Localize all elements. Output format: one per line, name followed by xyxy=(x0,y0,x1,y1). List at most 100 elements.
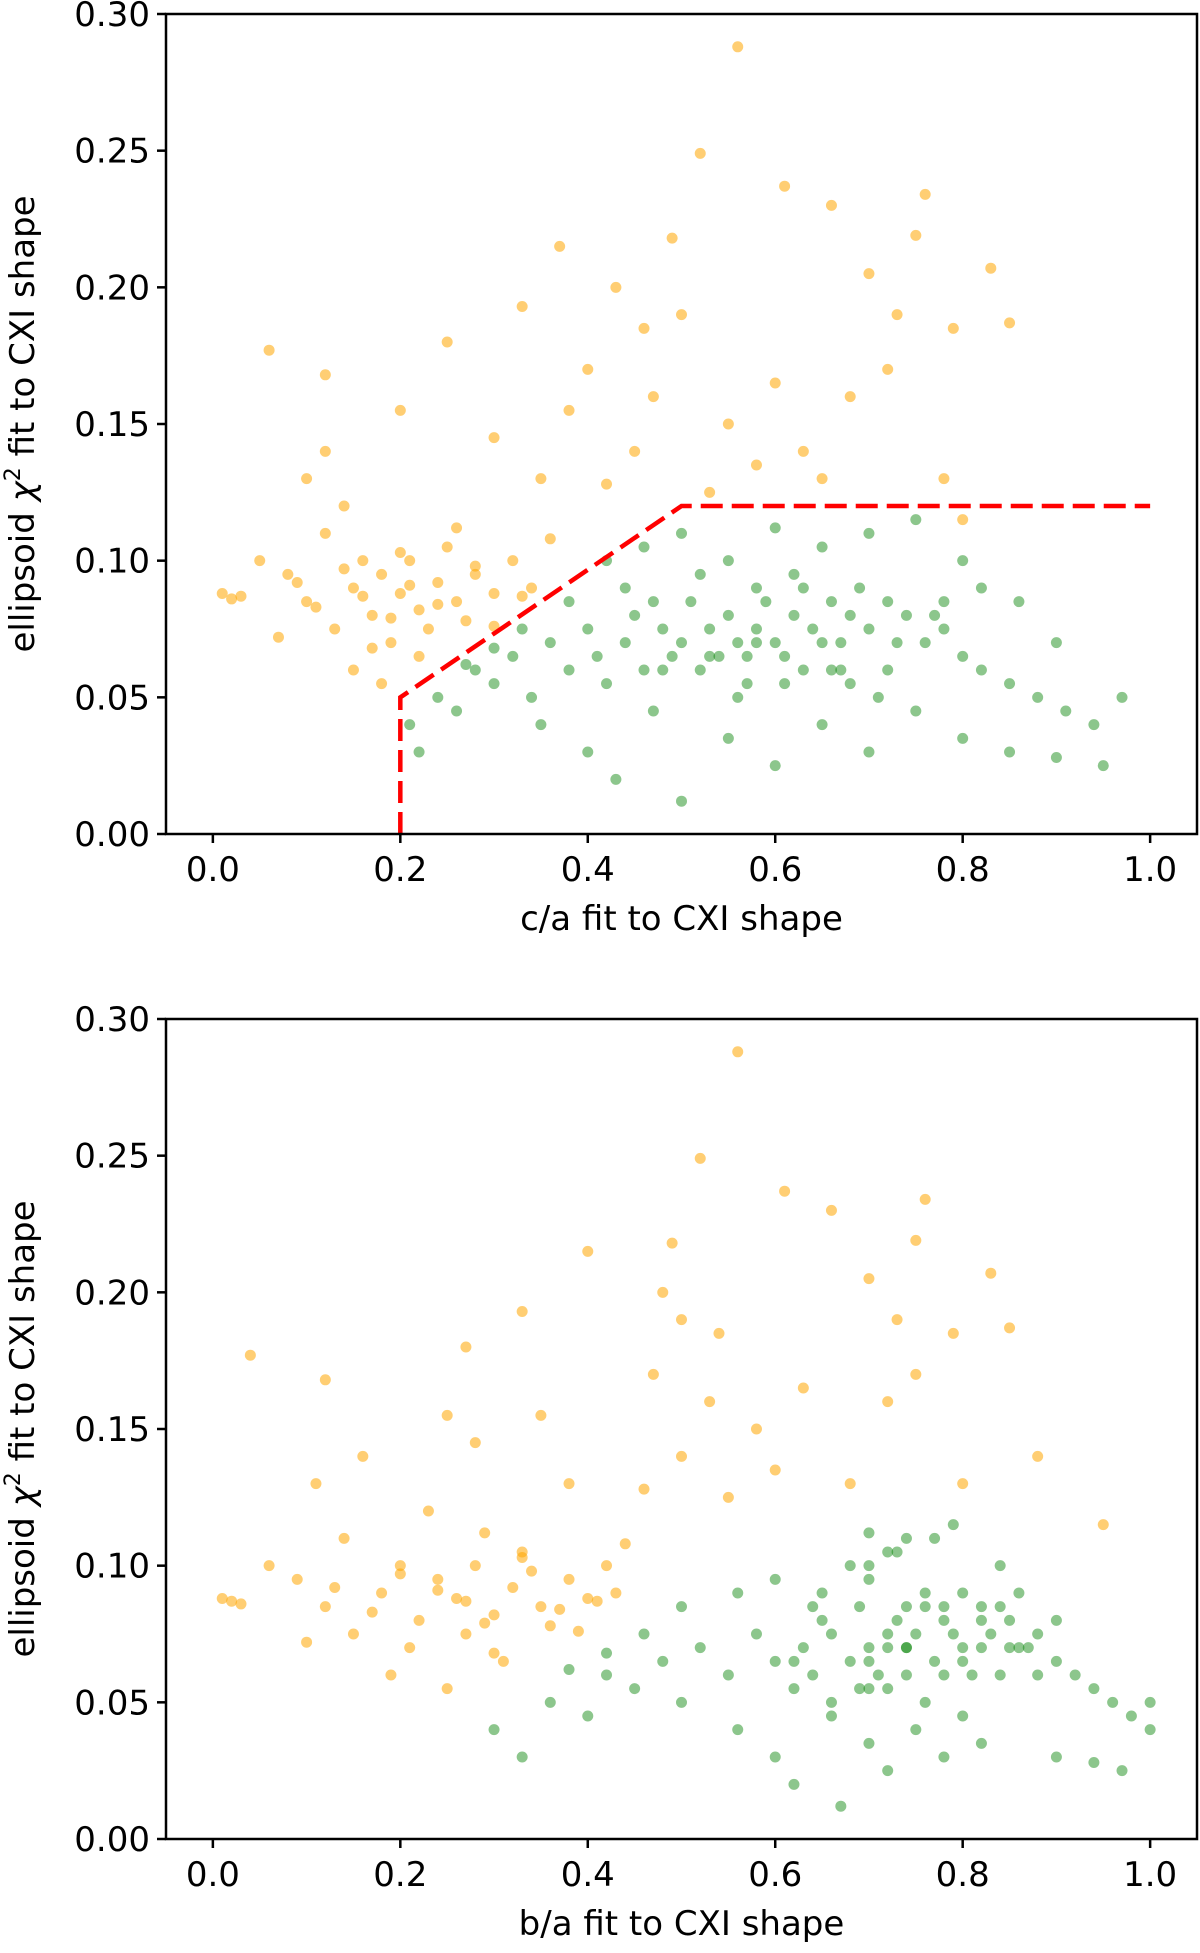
orange-data-point xyxy=(497,1655,509,1667)
orange-data-point xyxy=(601,1560,613,1572)
orange-data-point xyxy=(704,486,716,498)
orange-data-point xyxy=(394,1568,406,1580)
orange-data-point xyxy=(591,1595,603,1607)
orange-data-point xyxy=(797,1382,809,1394)
y-tick-label: 0.25 xyxy=(74,1137,150,1177)
green-data-point xyxy=(769,760,781,772)
green-data-point xyxy=(1013,596,1025,608)
orange-data-point xyxy=(413,650,425,662)
orange-data-point xyxy=(488,587,500,599)
orange-data-point xyxy=(704,1396,716,1408)
green-data-point xyxy=(844,1655,856,1667)
green-data-point xyxy=(957,555,969,567)
green-data-point xyxy=(779,678,791,690)
green-data-point xyxy=(816,1614,828,1626)
green-data-point xyxy=(788,1655,800,1667)
green-data-point xyxy=(863,1560,875,1572)
green-data-point xyxy=(601,1647,613,1659)
green-data-point xyxy=(825,1696,837,1708)
x-tick-label: 1.0 xyxy=(1123,1855,1177,1895)
orange-data-point xyxy=(432,598,444,610)
top-points-layer xyxy=(216,41,1128,807)
green-data-point xyxy=(563,596,575,608)
orange-data-point xyxy=(319,1601,331,1613)
green-data-point xyxy=(910,705,922,717)
bottom-plot-frame xyxy=(164,1017,1199,1841)
green-data-point xyxy=(900,1642,912,1654)
orange-data-point xyxy=(376,568,388,580)
green-data-point xyxy=(704,623,716,635)
green-data-point xyxy=(666,650,678,662)
orange-data-point xyxy=(610,1587,622,1599)
green-data-point xyxy=(1032,1628,1044,1640)
green-data-point xyxy=(769,637,781,649)
green-data-point xyxy=(929,1655,941,1667)
orange-data-point xyxy=(310,601,322,613)
orange-data-point xyxy=(432,1573,444,1585)
green-data-point xyxy=(1088,1683,1100,1695)
orange-data-point xyxy=(694,147,706,159)
orange-data-point xyxy=(676,1450,687,1462)
orange-data-point xyxy=(385,612,397,624)
orange-data-point xyxy=(329,623,341,635)
green-data-point xyxy=(488,1724,500,1736)
green-data-point xyxy=(975,1642,987,1654)
orange-data-point xyxy=(291,577,303,589)
orange-data-point xyxy=(460,1628,472,1640)
y-tick-label: 0.05 xyxy=(74,1683,150,1723)
green-data-point xyxy=(629,1683,641,1695)
top-y-axis-ticks: 0.00 0.05 0.10 0.15 0.20 0.25 0.30 xyxy=(74,0,166,855)
orange-data-point xyxy=(985,1267,997,1279)
orange-data-point xyxy=(825,199,837,211)
orange-data-point xyxy=(676,1314,687,1326)
green-data-point xyxy=(788,1778,800,1790)
green-data-point xyxy=(629,609,641,621)
green-data-point xyxy=(1144,1696,1156,1708)
green-data-point xyxy=(563,664,575,676)
orange-data-point xyxy=(526,1565,538,1577)
orange-data-point xyxy=(338,563,350,575)
orange-data-point xyxy=(572,1625,584,1637)
green-data-point xyxy=(975,1614,987,1626)
orange-data-point xyxy=(750,459,762,471)
top-x-axis-label: c/a fit to CXI shape xyxy=(520,899,843,939)
orange-data-point xyxy=(816,473,828,485)
orange-data-point xyxy=(947,1327,959,1339)
orange-data-point xyxy=(610,281,622,293)
orange-data-point xyxy=(329,1582,341,1594)
orange-data-point xyxy=(319,1374,331,1386)
green-data-point xyxy=(919,1587,931,1599)
green-data-point xyxy=(825,1628,837,1640)
top-scatter-panel: 0.0 0.2 0.4 0.6 0.8 1.0 0.000.050.100.150.200… xyxy=(1,0,1199,939)
green-data-point xyxy=(657,664,669,676)
orange-data-point xyxy=(507,555,519,567)
green-data-point xyxy=(544,1696,556,1708)
orange-data-point xyxy=(769,1464,781,1476)
green-data-point xyxy=(854,1601,866,1613)
green-data-point xyxy=(769,1573,781,1585)
green-data-point xyxy=(432,691,444,703)
green-data-point xyxy=(863,1683,875,1695)
x-tick-label: 0.8 xyxy=(936,1855,990,1895)
orange-data-point xyxy=(1097,1519,1109,1531)
green-data-point xyxy=(994,1669,1006,1681)
orange-data-point xyxy=(516,1551,528,1563)
orange-data-point xyxy=(891,1314,903,1326)
orange-data-point xyxy=(394,546,406,558)
green-data-point xyxy=(469,664,481,676)
green-data-point xyxy=(722,732,734,744)
orange-data-point xyxy=(272,631,284,643)
orange-data-point xyxy=(385,1669,397,1681)
bottom-scatter-panel: 0.0 0.2 0.4 0.6 0.8 1.0 0.000.050.100.150.200… xyxy=(1,1000,1199,1944)
x-tick-label: 0.0 xyxy=(186,1855,240,1895)
green-data-point xyxy=(788,1683,800,1695)
green-data-point xyxy=(863,1737,875,1749)
green-data-point xyxy=(872,691,884,703)
green-data-point xyxy=(488,678,500,690)
orange-data-point xyxy=(844,1478,856,1490)
orange-data-point xyxy=(582,1592,594,1604)
green-data-point xyxy=(807,1669,819,1681)
green-data-point xyxy=(591,650,603,662)
orange-data-point xyxy=(779,1185,791,1197)
orange-data-point xyxy=(769,377,781,389)
